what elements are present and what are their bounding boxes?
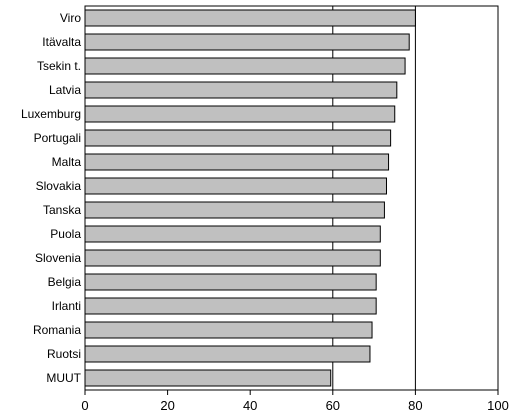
bar-5 — [84, 129, 392, 147]
x-tick-label-0: 0 — [81, 398, 88, 413]
bar-15 — [84, 369, 332, 387]
bar-6 — [84, 153, 390, 171]
bar-9 — [84, 225, 381, 243]
bar-14 — [84, 345, 371, 363]
bar-2 — [84, 57, 406, 75]
bars — [84, 9, 416, 387]
category-label-3: Latvia — [49, 83, 81, 97]
category-label-7: Slovakia — [36, 179, 82, 193]
bar-7 — [84, 177, 387, 195]
bar-1 — [84, 33, 410, 51]
category-label-6: Malta — [52, 155, 82, 169]
x-tick-label-2: 40 — [243, 398, 257, 413]
category-label-9: Puola — [50, 227, 81, 241]
category-label-10: Slovenia — [35, 251, 81, 265]
category-label-12: Irlanti — [52, 299, 81, 313]
category-label-1: Itävalta — [42, 35, 81, 49]
category-label-15: MUUT — [46, 371, 81, 385]
bar-0 — [84, 9, 416, 27]
category-label-13: Romania — [33, 323, 81, 337]
x-axis-ticks: 0 20 40 60 80 100 — [81, 390, 509, 413]
category-label-14: Ruotsi — [47, 347, 81, 361]
category-label-5: Portugali — [34, 131, 81, 145]
category-label-2: Tsekin t. — [37, 59, 81, 73]
bar-13 — [84, 321, 373, 339]
plot-area — [84, 5, 499, 391]
x-tick-label-5: 100 — [487, 398, 509, 413]
bar-10 — [84, 249, 381, 267]
bar-12 — [84, 297, 377, 315]
category-label-0: Viro — [60, 11, 81, 25]
bar-4 — [84, 105, 396, 123]
x-tick-label-3: 60 — [326, 398, 340, 413]
category-label-11: Belgia — [48, 275, 82, 289]
x-tick-label-1: 20 — [160, 398, 174, 413]
category-labels: Viro Itävalta Tsekin t. Latvia Luxemburg Port… — [21, 11, 82, 385]
category-label-8: Tanska — [43, 203, 81, 217]
category-label-4: Luxemburg — [21, 107, 81, 121]
bar-8 — [84, 201, 385, 219]
bar-3 — [84, 81, 398, 99]
x-tick-label-4: 80 — [408, 398, 422, 413]
bar-11 — [84, 273, 377, 291]
